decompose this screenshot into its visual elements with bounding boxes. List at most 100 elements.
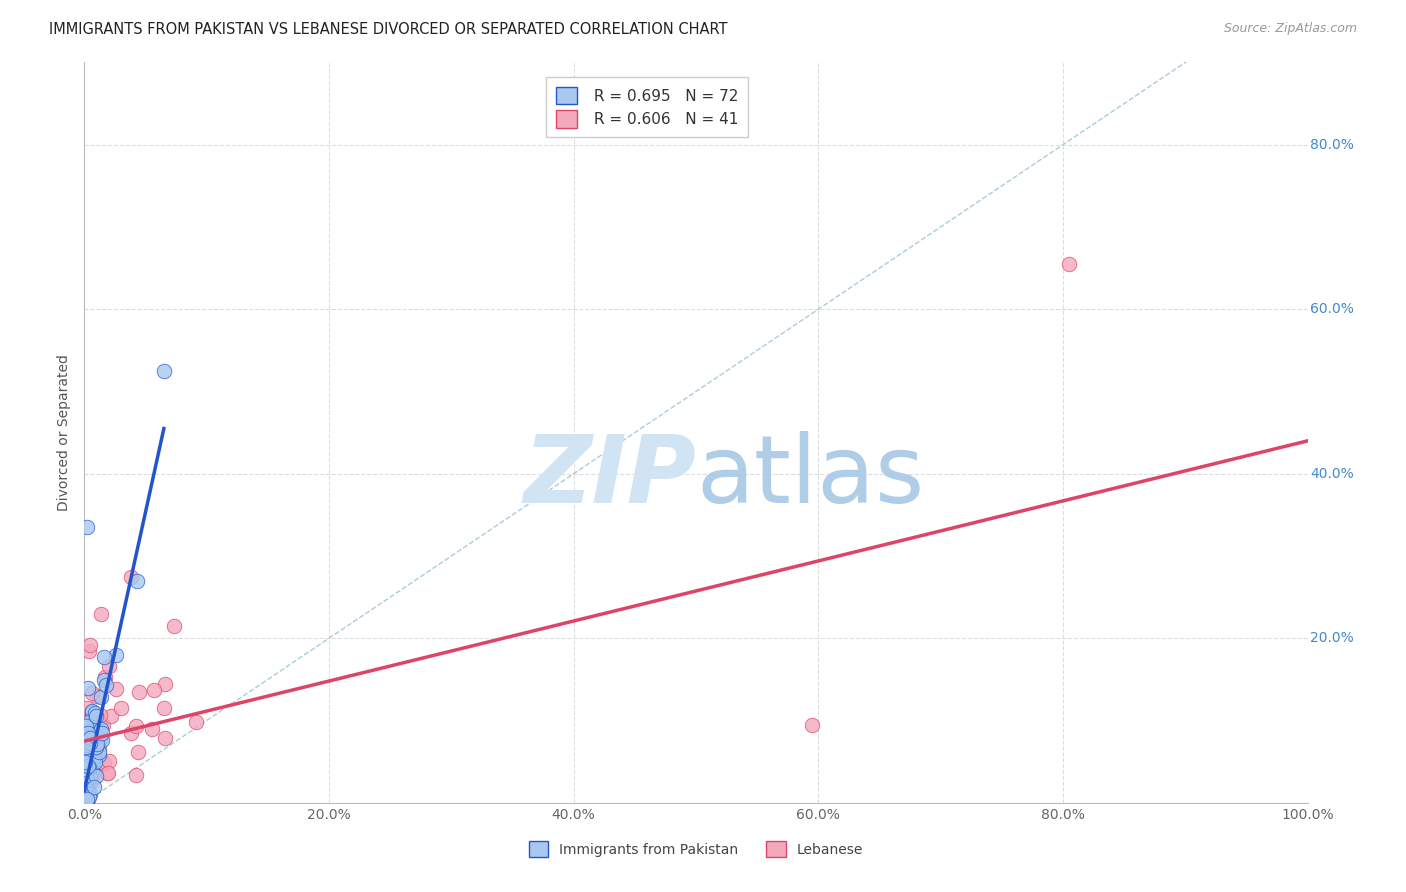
Point — [76, 791, 98, 805]
Point — [87, 747, 110, 762]
Point — [89, 707, 111, 722]
Point — [77, 681, 100, 696]
Point — [80, 705, 103, 719]
Point — [84, 719, 107, 733]
Point — [97, 754, 120, 768]
Point — [127, 745, 149, 759]
Point — [93, 649, 115, 664]
Point — [79, 770, 101, 784]
Text: 20.0%: 20.0% — [1310, 632, 1354, 645]
Point — [73, 791, 96, 805]
Point — [76, 520, 98, 534]
Point — [82, 720, 104, 734]
Point — [86, 689, 108, 703]
Point — [89, 732, 111, 747]
Point — [73, 791, 96, 805]
Point — [120, 726, 142, 740]
Point — [76, 726, 98, 740]
Point — [75, 772, 97, 786]
Point — [83, 736, 105, 750]
Point — [77, 790, 100, 805]
Point — [86, 768, 108, 782]
Point — [73, 791, 96, 805]
Point — [127, 574, 149, 588]
Point — [75, 781, 97, 796]
Text: 40.0%: 40.0% — [1310, 467, 1354, 481]
Point — [77, 791, 100, 805]
Text: ZIP: ZIP — [523, 431, 696, 523]
Point — [80, 764, 103, 778]
Point — [73, 776, 96, 790]
Point — [155, 677, 177, 691]
Point — [75, 718, 97, 732]
Point — [80, 732, 103, 747]
Point — [90, 607, 112, 621]
Point — [90, 690, 112, 704]
Point — [89, 745, 111, 759]
Point — [80, 774, 103, 789]
Point — [90, 732, 112, 747]
Point — [76, 762, 98, 776]
Point — [91, 726, 114, 740]
Point — [91, 717, 114, 731]
Point — [76, 724, 98, 739]
Point — [86, 740, 108, 755]
Point — [84, 723, 107, 737]
Point — [163, 619, 186, 633]
Point — [125, 767, 148, 781]
Point — [75, 791, 97, 805]
Point — [75, 754, 97, 768]
Point — [76, 791, 98, 805]
Point — [125, 719, 148, 733]
Point — [73, 752, 96, 766]
Point — [801, 717, 824, 731]
Point — [79, 736, 101, 750]
Point — [75, 764, 97, 778]
Point — [77, 762, 100, 776]
Text: IMMIGRANTS FROM PAKISTAN VS LEBANESE DIVORCED OR SEPARATED CORRELATION CHART: IMMIGRANTS FROM PAKISTAN VS LEBANESE DIV… — [49, 22, 728, 37]
Y-axis label: Divorced or Separated: Divorced or Separated — [58, 354, 72, 511]
Point — [75, 740, 97, 755]
Point — [79, 638, 101, 652]
Point — [76, 791, 98, 805]
Point — [120, 569, 142, 583]
Text: 60.0%: 60.0% — [1310, 302, 1354, 317]
Point — [80, 686, 103, 700]
Point — [83, 755, 105, 769]
Point — [104, 648, 127, 663]
Point — [86, 737, 108, 751]
Point — [153, 364, 176, 378]
Point — [82, 756, 104, 770]
Point — [75, 755, 97, 769]
Point — [143, 683, 166, 698]
Point — [73, 786, 96, 800]
Point — [75, 762, 97, 776]
Point — [76, 732, 98, 747]
Point — [1057, 257, 1080, 271]
Point — [98, 659, 121, 673]
Point — [83, 706, 105, 720]
Point — [128, 685, 150, 699]
Point — [184, 714, 207, 729]
Point — [79, 787, 101, 801]
Point — [77, 726, 100, 740]
Text: 80.0%: 80.0% — [1310, 137, 1354, 152]
Legend: Immigrants from Pakistan, Lebanese: Immigrants from Pakistan, Lebanese — [523, 835, 869, 863]
Point — [110, 701, 132, 715]
Point — [75, 789, 97, 804]
Point — [77, 644, 100, 658]
Point — [76, 736, 98, 750]
Point — [84, 708, 107, 723]
Point — [96, 765, 118, 780]
Point — [80, 704, 103, 718]
Point — [83, 749, 105, 764]
Point — [94, 678, 117, 692]
Text: Source: ZipAtlas.com: Source: ZipAtlas.com — [1223, 22, 1357, 36]
Point — [84, 764, 107, 778]
Point — [83, 780, 105, 794]
Point — [97, 766, 120, 780]
Text: atlas: atlas — [696, 431, 924, 523]
Point — [77, 782, 100, 797]
Point — [75, 730, 97, 744]
Point — [100, 709, 122, 723]
